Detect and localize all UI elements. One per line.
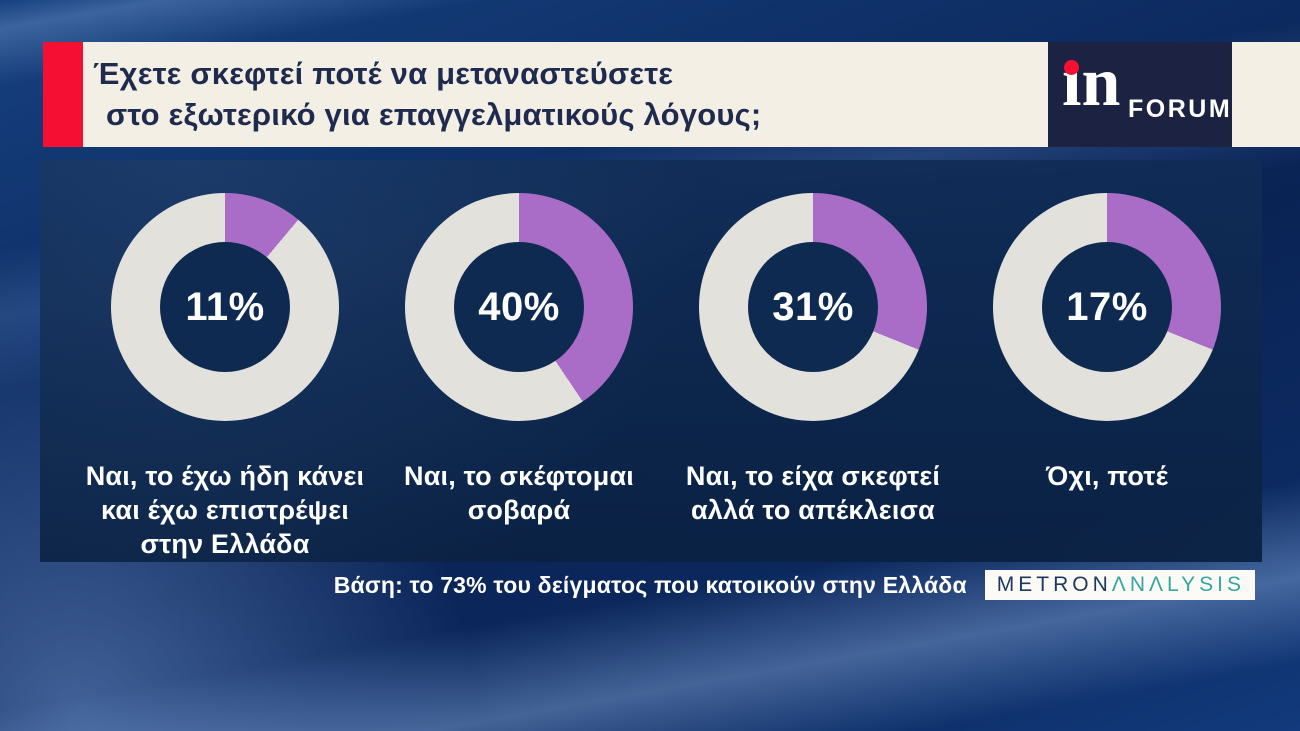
- footer: Βάση: το 73% του δείγματος που κατοικούν…: [40, 563, 1255, 607]
- question-bar: Έχετε σκεφτεί ποτέ να μεταναστεύσετε στο…: [43, 42, 1300, 147]
- donut-category-label: Ναι, το σκέφτομαι σοβαρά: [372, 459, 666, 527]
- donut-category-label: Ναι, το έχω ήδη κάνει και έχω επιστρέψει σ…: [78, 459, 372, 561]
- donut-chart-card: 31% Ναι, το είχα σκεφτεί αλλά το απέκλεισ…: [666, 193, 960, 561]
- donut-label-line: Ναι, το έχω ήδη κάνει: [85, 461, 365, 491]
- donut-label-line: Ναι, το σκέφτομαι: [404, 461, 634, 491]
- donut-hole: 11%: [160, 242, 290, 372]
- donut-hole: 31%: [748, 242, 878, 372]
- donut-chart-card: 11% Ναι, το έχω ήδη κάνει και έχω επιστρέ…: [78, 193, 372, 561]
- donut-ring: 31%: [699, 193, 927, 421]
- inforum-logo: ın FORUM: [1048, 42, 1232, 147]
- donut-ring: 17%: [993, 193, 1221, 421]
- donut-percent-value: 40%: [478, 284, 560, 329]
- metron-analysis-logo: METRONΛNΛLYSIS: [984, 570, 1255, 600]
- donut-label-line: σοβαρά: [467, 495, 571, 525]
- in-logo-wordmark: ın: [1062, 48, 1120, 118]
- donut-label-line: και έχω επιστρέψει: [101, 495, 349, 525]
- red-accent-block: [43, 42, 83, 147]
- base-note: Βάση: το 73% του δείγματος που κατοικούν…: [333, 571, 967, 598]
- donut-label-line: Όχι, ποτέ: [1045, 461, 1168, 491]
- donut-chart-card: 17% Όχι, ποτέ: [960, 193, 1254, 561]
- analysis-wordmark: ΛNΛLYSIS: [1111, 573, 1245, 596]
- donut-percent-value: 11%: [185, 284, 265, 329]
- question-line-1: Έχετε σκεφτεί ποτέ να μεταναστεύσετε: [93, 56, 674, 91]
- in-logo-red-dot-icon: [1064, 60, 1079, 75]
- donut-label-line: αλλά το απέκλεισα: [690, 495, 935, 525]
- metron-wordmark: METRON: [996, 573, 1112, 596]
- donut-ring: 11%: [111, 193, 339, 421]
- donut-percent-value: 17%: [1066, 284, 1148, 329]
- donut-ring: 40%: [405, 193, 633, 421]
- donut-hole: 40%: [454, 242, 584, 372]
- donut-category-label: Όχι, ποτέ: [960, 459, 1254, 493]
- donut-hole: 17%: [1042, 242, 1172, 372]
- donut-category-label: Ναι, το είχα σκεφτεί αλλά το απέκλεισα: [666, 459, 960, 527]
- forum-label: FORUM: [1128, 95, 1233, 123]
- question-line-2: στο εξωτερικό για επαγγελματικούς λόγους…: [106, 97, 762, 132]
- question-text: Έχετε σκεφτεί ποτέ να μεταναστεύσετε στο…: [83, 42, 761, 147]
- donut-row: 11% Ναι, το έχω ήδη κάνει και έχω επιστρέ…: [40, 160, 1262, 561]
- donut-percent-value: 31%: [772, 284, 854, 329]
- donut-label-line: Ναι, το είχα σκεφτεί: [685, 461, 941, 491]
- donut-chart-card: 40% Ναι, το σκέφτομαι σοβαρά: [372, 193, 666, 561]
- chart-panel: 11% Ναι, το έχω ήδη κάνει και έχω επιστρέ…: [40, 160, 1262, 562]
- in-logo-letters: ın: [1062, 44, 1121, 121]
- donut-label-line: στην Ελλάδα: [140, 529, 310, 559]
